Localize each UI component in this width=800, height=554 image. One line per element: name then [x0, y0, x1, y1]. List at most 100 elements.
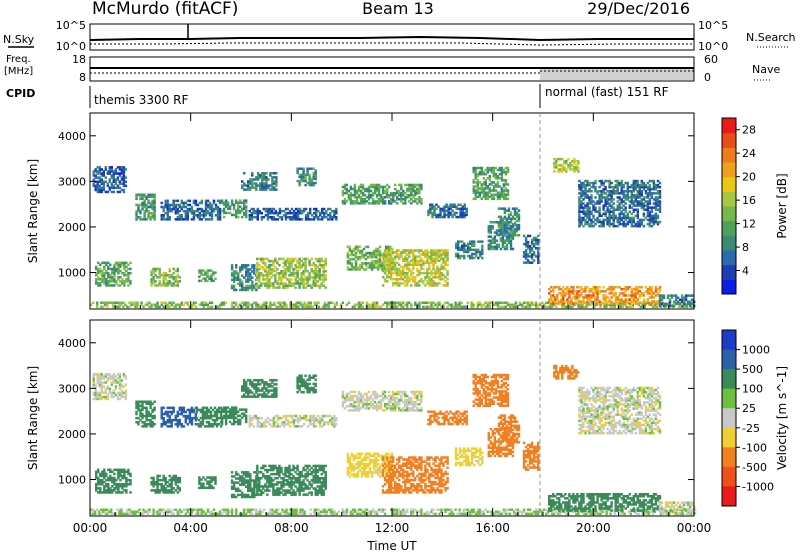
echo-cell [108, 172, 111, 175]
echo-cell [611, 305, 614, 309]
echo-cell [370, 264, 374, 267]
echo-cell [327, 207, 330, 211]
echo-cell [253, 286, 256, 290]
echo-cell [436, 276, 439, 279]
echo-cell [168, 280, 171, 283]
colorbar-tick-label: 20 [742, 171, 756, 184]
y-tick-label: 4000 [58, 130, 86, 143]
echo-cell [218, 218, 222, 221]
echo-cell [172, 276, 175, 279]
echo-cell [398, 189, 401, 193]
echo-cell [266, 207, 270, 211]
echo-cell [594, 286, 597, 289]
echo-cell [622, 185, 625, 189]
echo-cell [232, 207, 236, 211]
echo-cell [466, 510, 469, 513]
echo-cell [143, 216, 146, 219]
echo-cell [301, 303, 304, 306]
echo-cell [106, 301, 109, 304]
y-tick-label: 2000 [58, 221, 86, 234]
echo-cell [285, 303, 288, 306]
echo-cell [348, 247, 352, 251]
echo-cell [127, 284, 130, 287]
echo-cell [216, 209, 220, 213]
echo-cell [298, 282, 301, 285]
echo-cell [630, 300, 633, 303]
echo-cell [123, 267, 126, 271]
echo-cell [532, 303, 536, 306]
echo-cell [300, 282, 303, 285]
echo-cell [578, 192, 581, 195]
echo-cell [666, 302, 670, 306]
echo-cell [142, 512, 145, 516]
echo-cell [584, 214, 587, 218]
echo-cell [648, 200, 652, 203]
echo-cell [620, 188, 623, 191]
echo-cell [247, 180, 250, 183]
echo-cell [308, 259, 311, 263]
echo-cell [559, 164, 562, 167]
echo-cell [503, 211, 507, 214]
echo-cell [364, 251, 368, 255]
echo-cell [402, 278, 405, 281]
echo-cell [303, 512, 306, 516]
echo-cell [108, 178, 111, 181]
echo-cell [416, 510, 419, 513]
echo-cell [270, 207, 274, 211]
echo-cell [584, 179, 587, 183]
echo-cell [640, 218, 643, 222]
echo-cell [268, 284, 271, 287]
echo-cell [438, 301, 441, 304]
echo-cell [251, 284, 254, 288]
echo-cell [98, 184, 101, 188]
echo-cell [636, 210, 639, 213]
echo-cell [273, 176, 276, 179]
echo-cell [656, 208, 660, 211]
echo-cell [372, 251, 376, 255]
echo-cell [142, 305, 145, 309]
echo-cell [139, 193, 142, 196]
echo-cell [104, 166, 107, 169]
echo-cell [245, 274, 248, 277]
echo-cell [327, 214, 330, 217]
echo-cell [586, 196, 589, 199]
echo-cell [416, 249, 419, 252]
echo-cell [296, 169, 299, 172]
echo-cell [120, 512, 123, 516]
echo-cell [335, 512, 338, 516]
echo-cell [250, 218, 253, 221]
echo-cell [668, 300, 672, 304]
echo-cell [145, 205, 148, 209]
echo-cell [443, 207, 446, 211]
echo-cell [457, 207, 460, 211]
echo-cell [245, 184, 248, 187]
echo-cell [428, 271, 431, 275]
echo-cell [245, 209, 248, 213]
echo-cell [594, 202, 597, 205]
echo-cell [658, 192, 662, 195]
echo-cell [636, 200, 639, 203]
echo-cell [400, 269, 403, 273]
echo-cell [381, 191, 385, 195]
echo-cell [561, 157, 564, 161]
echo-cell [210, 218, 214, 221]
echo-cell [400, 303, 403, 306]
echo-cell [272, 218, 276, 221]
echo-cell [314, 263, 317, 267]
echo-cell [410, 271, 413, 275]
echo-cell [481, 256, 484, 260]
echo-cell [418, 510, 421, 513]
echo-cell [274, 276, 277, 279]
echo-cell [318, 274, 321, 277]
echo-cell [530, 255, 534, 258]
echo-cell [578, 210, 581, 213]
echo-cell [580, 294, 583, 297]
echo-cell [296, 272, 299, 275]
echo-cell [218, 216, 222, 219]
echo-cell [255, 301, 258, 304]
echo-cell [608, 222, 611, 226]
echo-cell [576, 298, 579, 301]
echo-cell [658, 196, 662, 199]
echo-cell [186, 209, 189, 213]
